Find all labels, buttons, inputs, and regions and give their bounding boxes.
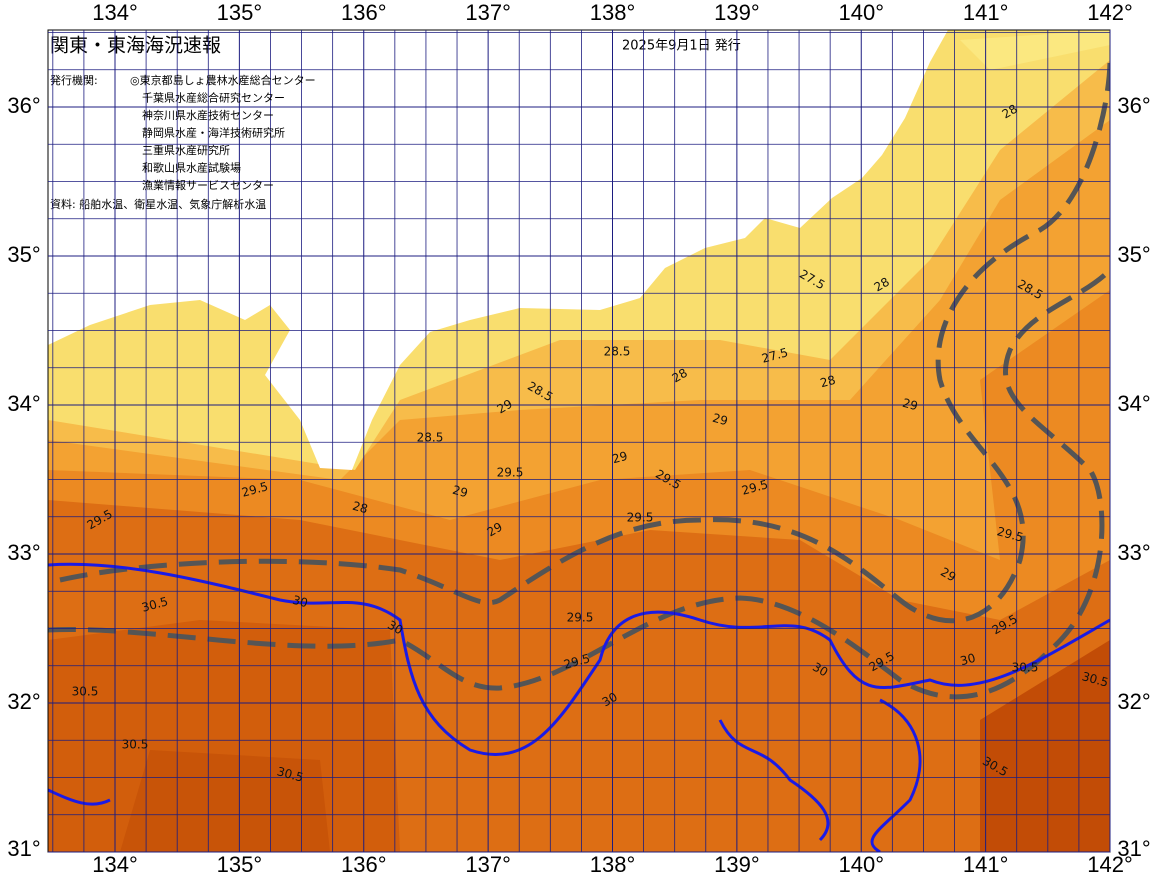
contour-label: 29 [611,449,629,466]
lon-label: 142° [1087,852,1133,877]
lat-label: 34° [1117,391,1150,416]
lat-label: 35° [7,242,40,267]
contour-label: 30.5 [275,764,304,784]
lat-label: 32° [1117,689,1150,714]
contour-label: 29.5 [240,479,269,499]
contour-label: 29.5 [995,524,1024,544]
contour-label: 29 [711,411,729,428]
lon-label: 139° [714,852,760,877]
publisher: 神奈川県水産技術センター [142,108,274,122]
contour-label: 30 [291,593,309,610]
contour-label: 28.5 [417,431,444,445]
lon-label: 135° [217,852,263,877]
lon-label: 137° [465,0,511,25]
issue-date: 2025年9月1日 発行 [622,39,741,54]
lon-label: 134° [92,0,138,25]
publisher: 三重県水産研究所 [142,143,230,157]
contour-label: 29 [495,397,515,417]
contour-label: 30.5 [1012,661,1039,675]
lat-label: 35° [1117,242,1150,267]
lon-label: 136° [341,0,387,25]
contour-label: 28 [819,373,837,390]
contour-label: 30.5 [140,594,169,614]
lat-label: 33° [1117,540,1150,565]
lon-label: 140° [838,0,884,25]
publisher: 和歌山県水産試験場 [142,161,241,175]
contour-label: 29.5 [497,466,524,480]
lon-label: 141° [963,0,1009,25]
lat-label: 36° [1117,93,1150,118]
contour-label: 30 [600,690,620,710]
lon-label: 137° [465,852,511,877]
contour-label: 29.5 [562,651,591,671]
contour-label: 28 [1000,102,1020,122]
lat-label: 36° [7,93,40,118]
contour-label: 30 [959,651,977,668]
lat-label: 32° [7,689,40,714]
lat-label: 34° [7,391,40,416]
title: 関東・東海海況速報 [50,35,221,57]
publisher: 千葉県水産総合研究センター [142,91,285,105]
contour-label: 29 [901,396,919,413]
source: 資料: 船舶水温、衛星水温、気象庁解析水温 [50,197,266,211]
lon-label: 138° [590,0,636,25]
contour-label: 28 [670,366,690,386]
contour-label: 29.5 [567,611,594,625]
contour-label: 28 [351,499,369,516]
contour-label: 27.5 [760,345,789,365]
publisher-label: 発行機関: [50,73,98,87]
contour-label: 30 [810,660,830,680]
lon-label: 140° [838,852,884,877]
publisher: ◎東京都島しょ農林水産総合センター [130,73,316,87]
contour-label: 29.5 [740,477,769,497]
lon-label: 135° [217,0,263,25]
lon-label: 142° [1087,0,1133,25]
contour-label: 28.5 [604,345,631,359]
contour-label: 30.5 [72,685,99,699]
sst-field [48,30,1110,852]
lat-label: 31° [7,836,40,861]
lon-label: 139° [714,0,760,25]
lon-label: 134° [92,852,138,877]
contour-label: 29 [451,483,469,500]
contour-label: 28 [872,275,892,295]
lat-label: 33° [7,540,40,565]
contour-label: 29.5 [627,511,654,525]
lon-label: 141° [963,852,1009,877]
contour-label: 30.5 [1080,669,1109,689]
publisher: 静岡県水産・海洋技術研究所 [142,126,285,140]
lat-label: 31° [1117,836,1150,861]
lon-label: 136° [341,852,387,877]
contour-label: 30 [385,618,405,638]
lon-label: 138° [590,852,636,877]
contour-label: 30.5 [122,738,149,752]
publisher: 漁業情報サービスセンター [142,178,274,192]
contour-label: 29 [485,520,505,540]
contour-label: 29 [938,565,958,585]
